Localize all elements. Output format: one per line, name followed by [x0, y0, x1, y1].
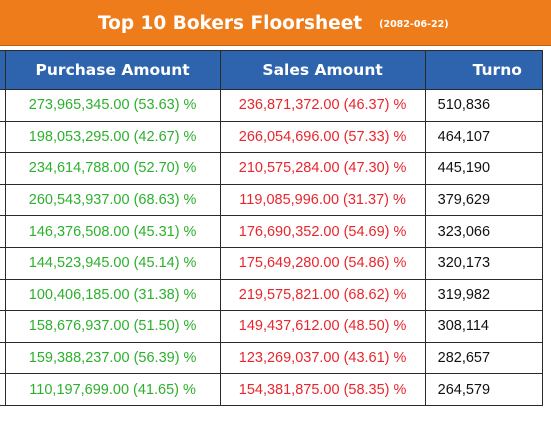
table-row: 146,376,508.00 (45.31) % 176,690,352.00 (…	[0, 215, 544, 248]
turnover-cell: 379,629	[424, 183, 544, 217]
turnover-cell: 510,836	[424, 89, 544, 122]
sales-amount-cell: 123,269,037.00 (43.61) %	[219, 341, 426, 375]
turnover-cell: 323,066	[424, 215, 544, 248]
purchase-amount-cell: 158,676,937.00 (51.50) %	[4, 310, 221, 343]
purchase-amount-cell: 159,388,237.00 (56.39) %	[4, 341, 221, 375]
sales-amount-cell: 236,871,372.00 (46.37) %	[219, 89, 426, 122]
table-row: 198,053,295.00 (42.67) % 266,054,696.00 (…	[0, 120, 544, 154]
table-row: 158,676,937.00 (51.50) % 149,437,612.00 (…	[0, 310, 544, 343]
table-row: 110,197,699.00 (41.65) % 154,381,875.00 (…	[0, 373, 544, 406]
purchase-amount-cell: 198,053,295.00 (42.67) %	[4, 120, 221, 154]
turnover-cell: 282,657	[424, 341, 544, 375]
turnover-cell: 308,114	[424, 310, 544, 343]
header-turnover: Turno	[424, 50, 544, 90]
header-purchase-amount: Purchase Amount	[4, 50, 221, 90]
sales-amount-cell: 219,575,821.00 (68.62) %	[219, 278, 426, 312]
purchase-amount-cell: 234,614,788.00 (52.70) %	[4, 152, 221, 185]
header-row: Purchase Amount Sales Amount Turno	[0, 50, 544, 90]
table-row: 100,406,185.00 (31.38) % 219,575,821.00 (…	[0, 278, 544, 312]
report-date: (2082-06-22)	[379, 18, 449, 30]
header-sales-amount: Sales Amount	[219, 50, 426, 90]
sales-amount-cell: 176,690,352.00 (54.69) %	[219, 215, 426, 248]
turnover-cell: 320,173	[424, 246, 544, 280]
purchase-amount-cell: 273,965,345.00 (53.63) %	[4, 89, 221, 122]
floorsheet-table: Purchase Amount Sales Amount Turno 273,9…	[0, 50, 544, 406]
sales-amount-cell: 210,575,284.00 (47.30) %	[219, 152, 426, 185]
sales-amount-cell: 175,649,280.00 (54.86) %	[219, 246, 426, 280]
table-row: 159,388,237.00 (56.39) % 123,269,037.00 (…	[0, 341, 544, 375]
table-row: 260,543,937.00 (68.63) % 119,085,996.00 (…	[0, 183, 544, 217]
turnover-cell: 319,982	[424, 278, 544, 312]
turnover-cell: 445,190	[424, 152, 544, 185]
sales-amount-cell: 149,437,612.00 (48.50) %	[219, 310, 426, 343]
sales-amount-cell: 119,085,996.00 (31.37) %	[219, 183, 426, 217]
sales-amount-cell: 154,381,875.00 (58.35) %	[219, 373, 426, 406]
purchase-amount-cell: 260,543,937.00 (68.63) %	[4, 183, 221, 217]
purchase-amount-cell: 100,406,185.00 (31.38) %	[4, 278, 221, 312]
turnover-cell: 264,579	[424, 373, 544, 406]
purchase-amount-cell: 146,376,508.00 (45.31) %	[4, 215, 221, 248]
purchase-amount-cell: 144,523,945.00 (45.14) %	[4, 246, 221, 280]
table-row: 273,965,345.00 (53.63) % 236,871,372.00 (…	[0, 89, 544, 122]
title-banner: Top 10 Bokers Floorsheet (2082-06-22)	[0, 0, 551, 46]
purchase-amount-cell: 110,197,699.00 (41.65) %	[4, 373, 221, 406]
table-row: 234,614,788.00 (52.70) % 210,575,284.00 (…	[0, 152, 544, 185]
table-row: 144,523,945.00 (45.14) % 175,649,280.00 (…	[0, 246, 544, 280]
sales-amount-cell: 266,054,696.00 (57.33) %	[219, 120, 426, 154]
page-title: Top 10 Bokers Floorsheet	[98, 12, 363, 34]
turnover-cell: 464,107	[424, 120, 544, 154]
